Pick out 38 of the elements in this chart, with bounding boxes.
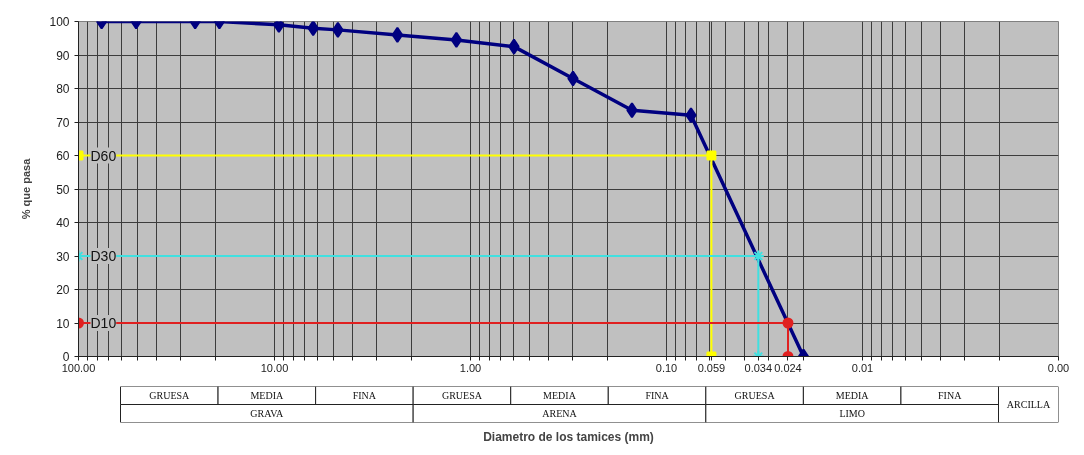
x-axis-title: Diametro de los tamices (mm): [483, 429, 654, 444]
y-axis-title: % que pasa: [20, 157, 33, 220]
y-tick-label: 20: [56, 283, 70, 297]
x-tick-label: 0.00: [1047, 361, 1070, 374]
text: FINA: [645, 390, 670, 401]
y-tick-label: 10: [56, 316, 70, 331]
text: GRUESA: [441, 390, 483, 401]
text: MEDIA: [250, 390, 284, 401]
text: LIMO: [839, 408, 865, 419]
x-tick-label: 0.024: [774, 361, 802, 374]
series-label: D10: [90, 315, 117, 331]
text: MEDIA: [835, 390, 870, 401]
y-tick-label: 90: [56, 48, 70, 63]
x-tick-label: 0.059: [697, 361, 726, 374]
series-label: D30: [90, 248, 117, 264]
y-tick-label: 60: [56, 149, 70, 163]
y-tick-label: 70: [56, 115, 70, 130]
text: GRUESA: [149, 390, 191, 401]
x-tick-label: 1.00: [459, 361, 482, 374]
y-tick-label: 30: [56, 249, 70, 264]
y-tick-label: 80: [56, 82, 70, 96]
text: GRAVA: [250, 408, 285, 419]
x-tick-label: 10.00: [260, 361, 289, 374]
text: GRUESA: [734, 390, 776, 401]
x-tick-label: 0.034: [744, 361, 773, 374]
text: FINA: [352, 390, 377, 401]
y-tick-label: 40: [56, 216, 70, 230]
y-tick-label: 50: [56, 182, 70, 197]
x-tick-label: 100.00: [61, 361, 96, 374]
y-tick-label: 100: [49, 15, 70, 29]
text: ARENA: [542, 408, 578, 419]
text: MEDIA: [543, 390, 577, 401]
y-tick-label: 0: [62, 350, 70, 364]
text: ARCILLA: [1006, 399, 1051, 410]
x-tick-label: 0.10: [655, 361, 678, 374]
series-label: D60: [90, 147, 117, 164]
text: FINA: [938, 390, 963, 401]
x-tick-label: 0.01: [851, 361, 874, 374]
